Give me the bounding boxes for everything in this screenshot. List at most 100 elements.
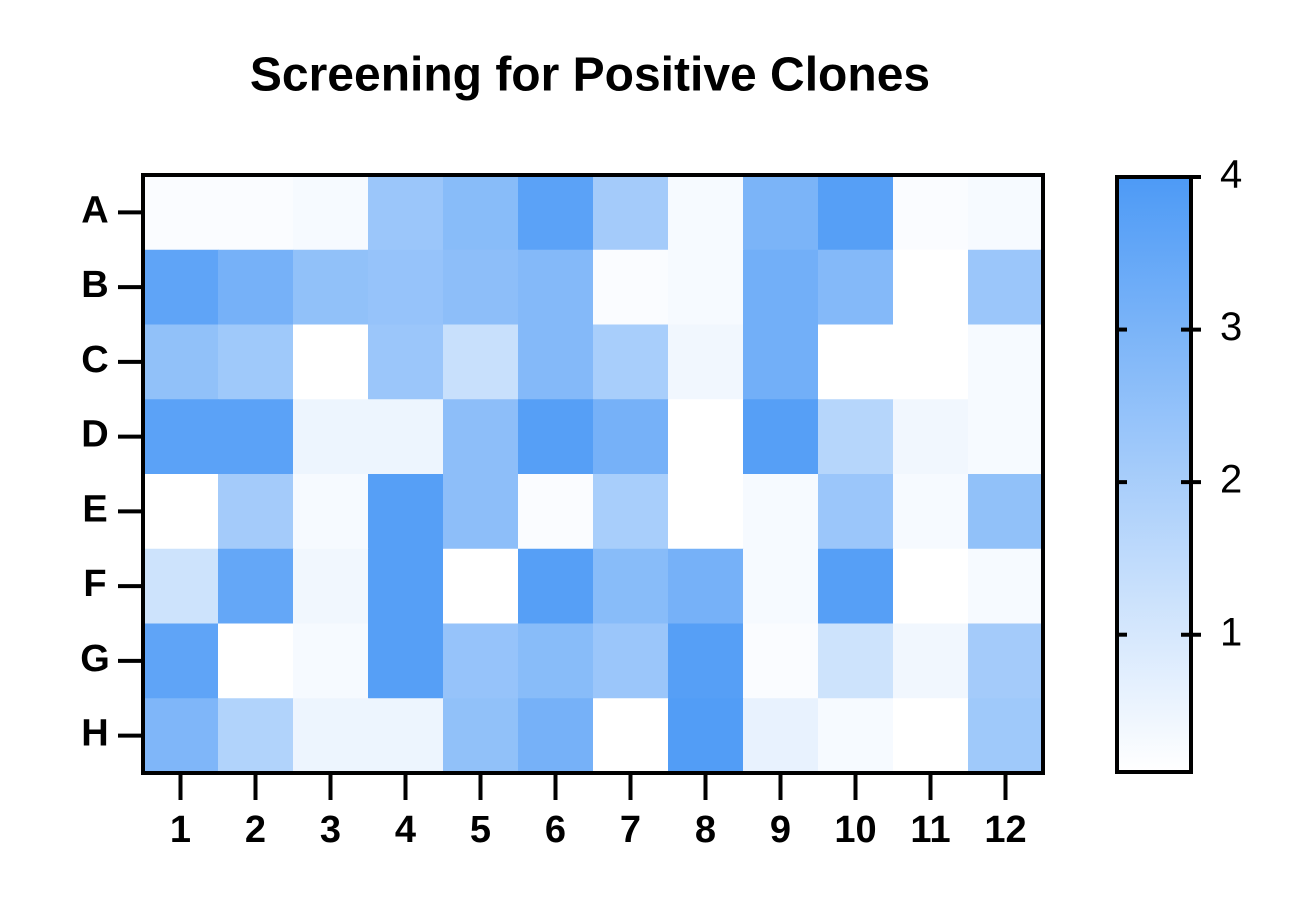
heatmap-cell	[293, 698, 369, 774]
heatmap-cell	[968, 474, 1044, 550]
heatmap-cell	[218, 249, 294, 325]
y-tick-label: G	[80, 638, 110, 680]
heatmap-cell	[593, 175, 669, 251]
heatmap-cell	[818, 175, 894, 251]
heatmap-cell	[668, 548, 744, 624]
x-tick-label: 4	[395, 809, 416, 851]
heatmap-cell	[743, 399, 819, 475]
heatmap-cell	[593, 698, 669, 774]
heatmap-cell	[143, 623, 219, 699]
colorbar-tick-label: 3	[1220, 305, 1242, 349]
heatmap-cell	[143, 175, 219, 251]
heatmap-cell	[518, 249, 594, 325]
heatmap-cell	[818, 249, 894, 325]
heatmap-cell	[443, 175, 519, 251]
heatmap-cell	[668, 249, 744, 325]
heatmap-cell	[743, 175, 819, 251]
heatmap-cell	[368, 698, 444, 774]
heatmap-cell	[218, 324, 294, 400]
heatmap-cell	[518, 474, 594, 550]
heatmap-cell	[443, 324, 519, 400]
heatmap-cell	[368, 175, 444, 251]
heatmap-cell	[293, 623, 369, 699]
heatmap-cell	[593, 548, 669, 624]
heatmap-cell	[443, 249, 519, 325]
heatmap-cell	[893, 175, 969, 251]
heatmap-cell	[443, 474, 519, 550]
heatmap-cell	[893, 698, 969, 774]
plot-frame	[141, 173, 1045, 775]
heatmap-cell	[818, 548, 894, 624]
heatmap-cell	[593, 623, 669, 699]
heatmap-cell	[968, 175, 1044, 251]
heatmap-cell	[143, 249, 219, 325]
x-tick-label: 10	[834, 809, 876, 851]
heatmap-cell	[743, 623, 819, 699]
y-tick-label: D	[81, 414, 108, 456]
heatmap-cell	[893, 474, 969, 550]
heatmap-cell	[293, 548, 369, 624]
heatmap-cell	[893, 249, 969, 325]
heatmap-cell	[818, 623, 894, 699]
heatmap-cell	[518, 548, 594, 624]
heatmap-cell	[368, 399, 444, 475]
heatmap-cell	[743, 324, 819, 400]
heatmap-cell	[668, 399, 744, 475]
colorbar-tick-label: 2	[1220, 458, 1242, 502]
heatmap-cell	[518, 399, 594, 475]
heatmap-cell	[443, 548, 519, 624]
heatmap-cell	[293, 249, 369, 325]
heatmap-cell	[143, 474, 219, 550]
x-tick-label: 9	[770, 809, 791, 851]
x-tick-label: 1	[170, 809, 191, 851]
heatmap-cell	[893, 548, 969, 624]
x-tick-label: 6	[545, 809, 566, 851]
heatmap-cell	[218, 474, 294, 550]
heatmap-cell	[218, 623, 294, 699]
heatmap-cell	[368, 249, 444, 325]
heatmap-cell	[218, 399, 294, 475]
heatmap-cell	[518, 324, 594, 400]
heatmap-cell	[593, 474, 669, 550]
heatmap-cell	[968, 623, 1044, 699]
y-tick-label: A	[81, 189, 108, 231]
heatmap-cell	[743, 548, 819, 624]
heatmap-cell	[218, 548, 294, 624]
chart-title: Screening for Positive Clones	[250, 49, 930, 102]
heatmap-cell	[818, 399, 894, 475]
heatmap-cell	[293, 474, 369, 550]
heatmap-cell	[893, 324, 969, 400]
heatmap-cell	[668, 623, 744, 699]
heatmap-cell	[818, 698, 894, 774]
heatmap-cell	[968, 698, 1044, 774]
heatmap-cell	[818, 474, 894, 550]
heatmap-cell	[743, 474, 819, 550]
colorbar-tick-label: 4	[1220, 153, 1242, 197]
heatmap-cell	[143, 548, 219, 624]
heatmap-cell	[968, 548, 1044, 624]
heatmap-cell	[443, 698, 519, 774]
heatmap-cell	[368, 474, 444, 550]
y-tick-label: H	[81, 713, 108, 755]
colorbar-tick-label: 1	[1220, 610, 1242, 654]
heatmap-cell	[218, 175, 294, 251]
heatmap-cell	[368, 548, 444, 624]
heatmap-cell	[293, 324, 369, 400]
heatmap-cell	[143, 698, 219, 774]
heatmap-cell	[668, 175, 744, 251]
heatmap-cell	[893, 623, 969, 699]
heatmap-cell	[143, 399, 219, 475]
heatmap-cell	[968, 249, 1044, 325]
y-tick-label: B	[81, 264, 108, 306]
y-tick-label: C	[81, 339, 108, 381]
heatmap-cell	[443, 399, 519, 475]
heatmap-cell	[293, 399, 369, 475]
x-tick-label: 12	[984, 809, 1026, 851]
heatmap-cell	[668, 474, 744, 550]
heatmap-cell	[518, 698, 594, 774]
x-tick-label: 3	[320, 809, 341, 851]
colorbar	[1115, 175, 1193, 774]
heatmap-cell	[593, 399, 669, 475]
